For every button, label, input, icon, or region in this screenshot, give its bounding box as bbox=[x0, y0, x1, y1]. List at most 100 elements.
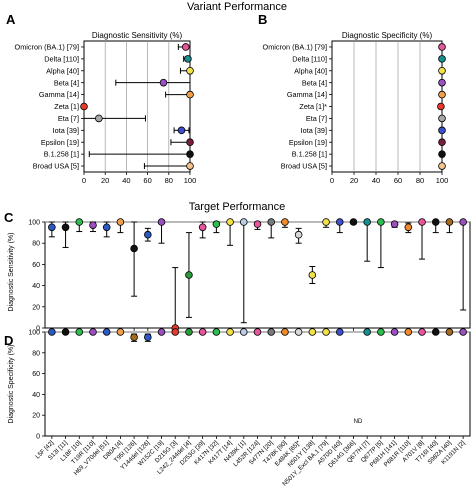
panel-d-point bbox=[390, 328, 399, 336]
panel-letter-b: B bbox=[258, 12, 267, 27]
panel-d-point bbox=[212, 328, 221, 336]
panel-b-category-label: Alpha [40] bbox=[294, 66, 327, 75]
panel-b-category-label: Epsilon [19] bbox=[289, 138, 327, 147]
panel-c-point bbox=[335, 218, 344, 226]
panel-c-point bbox=[267, 218, 276, 226]
panel-b-point bbox=[438, 78, 446, 87]
panel-b-category-label: Broad USA [5] bbox=[281, 162, 327, 171]
panel-d-point bbox=[116, 328, 125, 336]
panel-a-point bbox=[95, 114, 103, 123]
panel-c-ytick-label: 60 bbox=[32, 262, 40, 269]
panel-c-ytick-label: 40 bbox=[32, 283, 40, 290]
panel-d-point bbox=[281, 328, 289, 336]
panel-a-point bbox=[186, 66, 194, 75]
panel-a-category-label: Epsilon [19] bbox=[41, 138, 79, 147]
panel-a-point bbox=[177, 126, 186, 135]
panel-a-xtick-label: 100 bbox=[184, 176, 197, 185]
panel-c-point bbox=[363, 218, 371, 226]
panel-b-category-label: Eta [7] bbox=[306, 114, 327, 123]
panel-c-point bbox=[418, 218, 426, 226]
panel-a-point bbox=[184, 55, 192, 63]
panel-c-point bbox=[390, 220, 399, 228]
panel-a-category-label: Broad USA [5] bbox=[33, 162, 79, 171]
panel-a-category-label: Gamma [14] bbox=[39, 90, 79, 99]
panel-c-ytick-label: 20 bbox=[32, 304, 40, 311]
panel-c-point bbox=[281, 218, 289, 226]
panel-c-point bbox=[253, 220, 262, 228]
panel-c-point bbox=[185, 271, 193, 279]
panel-b-point bbox=[438, 66, 446, 75]
section-title-variant: Variant Performance bbox=[187, 1, 287, 13]
panel-b-point bbox=[438, 114, 446, 123]
panel-b-xtick-label: 60 bbox=[394, 176, 402, 185]
panel-a-category-label: Delta [110] bbox=[44, 54, 79, 63]
panel-a-xtick-label: 0 bbox=[82, 176, 86, 185]
panel-c-point bbox=[157, 218, 166, 226]
panel-a-xtick-label: 60 bbox=[143, 176, 151, 185]
panel-c-point bbox=[89, 221, 97, 229]
panel-d-ytick-label: 20 bbox=[32, 413, 40, 420]
panel-b-xtick-label: 80 bbox=[416, 176, 424, 185]
panel-b-xtick-label: 40 bbox=[372, 176, 380, 185]
panel-c-point bbox=[75, 218, 84, 226]
panel-c-point bbox=[349, 218, 358, 226]
panel-a-category-label: Beta [4] bbox=[54, 78, 79, 87]
panel-c-ytick-label: 80 bbox=[32, 241, 40, 248]
panel-b-point bbox=[438, 43, 446, 51]
panel-c-point bbox=[130, 244, 138, 253]
panel-b-title: Diagnostic Specificity (%) bbox=[342, 31, 433, 40]
panel-c-point bbox=[322, 218, 330, 226]
panel-c-point bbox=[212, 220, 221, 228]
panel-d-point bbox=[185, 328, 193, 336]
panel-d-point bbox=[267, 328, 276, 336]
panel-a-point bbox=[159, 78, 168, 87]
panel-d-point bbox=[294, 328, 303, 336]
panel-c-point bbox=[144, 230, 152, 239]
panel-d-point bbox=[198, 328, 207, 336]
panel-b-xtick-label: 0 bbox=[330, 176, 334, 185]
panel-c-point bbox=[102, 223, 111, 232]
panel-a-title: Diagnostic Sensitivity (%) bbox=[92, 31, 183, 40]
panel-b-category-label: Zeta [1]* bbox=[299, 102, 327, 111]
panel-d-ylabel: Diagnostic Specificity (%) bbox=[8, 345, 15, 424]
panel-a-category-label: Eta [7] bbox=[58, 114, 79, 123]
panel-b-category-label: Delta [110] bbox=[292, 54, 327, 63]
panel-d-point bbox=[239, 328, 248, 336]
panel-c-point bbox=[294, 230, 303, 239]
panel-d-point bbox=[363, 328, 371, 336]
panel-a-category-label: Alpha [40] bbox=[46, 66, 79, 75]
panel-b-point bbox=[438, 138, 446, 147]
panel-b-xtick-label: 100 bbox=[436, 176, 449, 185]
panel-b-point bbox=[438, 150, 446, 158]
panel-b-point bbox=[438, 55, 446, 63]
panel-d-point bbox=[253, 328, 262, 336]
panel-a-category-label: Omicron (BA.1) [79] bbox=[15, 43, 79, 52]
panel-d-ytick-label: 0 bbox=[36, 434, 40, 441]
panel-d-point bbox=[89, 328, 97, 336]
panel-d-point bbox=[102, 328, 111, 336]
panel-c-ylabel: Diagnostic Sensitivity (%) bbox=[8, 233, 15, 312]
panel-d-point bbox=[322, 328, 330, 336]
panel-b-category-label: Beta [4] bbox=[302, 78, 327, 87]
panel-d-point bbox=[404, 328, 413, 336]
panel-c-point bbox=[61, 223, 70, 232]
panel-a-category-label: B.1.258 [1] bbox=[44, 150, 79, 159]
panel-a-point bbox=[186, 162, 194, 170]
panel-a-xtick-label: 80 bbox=[165, 176, 173, 185]
panel-c-point bbox=[431, 218, 440, 226]
panel-c-ytick-label: 100 bbox=[28, 220, 40, 227]
panel-a-xtick-label: 40 bbox=[122, 176, 130, 185]
panel-c-point bbox=[226, 218, 234, 226]
section-title-target: Target Performance bbox=[189, 201, 286, 213]
panel-a-point bbox=[186, 90, 194, 99]
panel-c-point bbox=[116, 218, 125, 226]
panel-b-point bbox=[438, 162, 446, 170]
panel-d-ytick-label: 80 bbox=[32, 350, 40, 357]
panel-d-point bbox=[308, 328, 317, 336]
panel-b-category-label: B.1.258 [1] bbox=[292, 150, 327, 159]
panel-d-point bbox=[144, 333, 152, 342]
panel-letter-c: C bbox=[4, 210, 14, 225]
panel-d-point bbox=[130, 333, 138, 342]
panel-a-category-label: Iota [39] bbox=[53, 126, 79, 135]
